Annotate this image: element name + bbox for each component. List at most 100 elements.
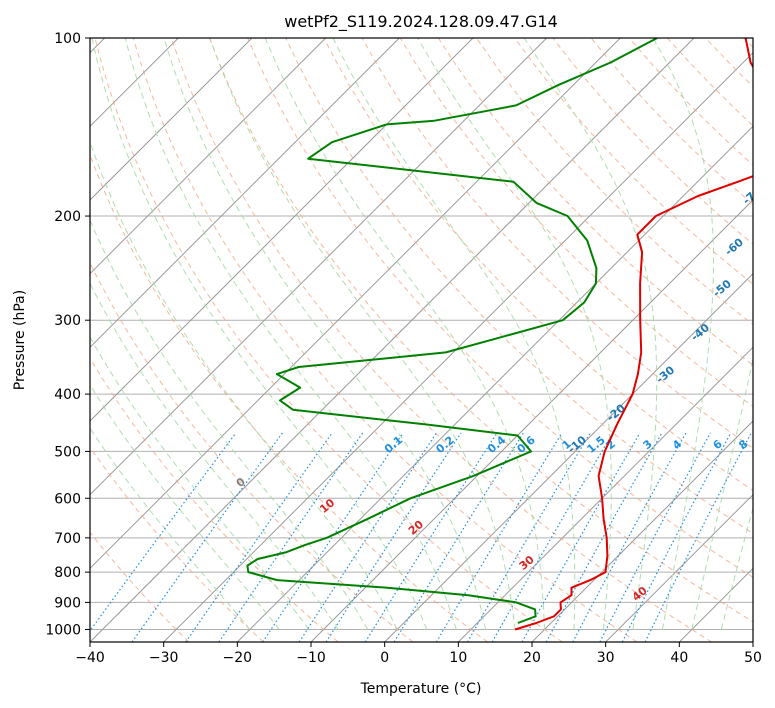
mixing-ratio-line — [262, 432, 404, 642]
moist-adiabat-label: -10 — [565, 433, 589, 456]
temperature-profile-line — [514, 38, 753, 631]
isotherm-line — [90, 38, 400, 349]
dry-adiabat-line — [247, 38, 753, 578]
x-tick-label: 10 — [449, 650, 467, 666]
x-tick-label: 0 — [380, 650, 389, 666]
plot-area: 0.10.20.40.611.52346810131620253036-100-… — [90, 38, 775, 642]
mixing-ratio-label: 4 — [670, 437, 684, 452]
dry-adiabat-line — [94, 38, 563, 642]
dry-adiabat-line — [590, 38, 753, 206]
isotherm-line — [90, 38, 327, 275]
y-axis-label: Pressure (hPa) — [12, 290, 28, 390]
x-tick-label: −10 — [296, 650, 326, 666]
x-tick-label: 30 — [597, 650, 615, 666]
y-tick-label: 800 — [54, 565, 81, 581]
moist-adiabat-line — [209, 38, 516, 630]
dry-adiabat-line — [170, 38, 712, 642]
moist-adiabat-label: -30 — [654, 363, 678, 386]
moist-adiabat-line — [90, 427, 251, 630]
dry-adiabat-line — [132, 38, 638, 642]
isotherm-line — [236, 125, 753, 642]
dry-adiabat-line — [476, 38, 753, 326]
isotherm-line — [90, 38, 548, 496]
moist-adiabat-label: -70 — [740, 185, 764, 208]
moist-adiabat-line — [90, 336, 310, 630]
moist-adiabat-label: -80 — [751, 144, 775, 167]
mixing-ratio-label: 3 — [641, 437, 655, 452]
isotherm-line — [90, 38, 621, 570]
dry-adiabat-line — [667, 38, 753, 127]
dry-adiabat-line — [209, 38, 753, 623]
isotherm-line — [531, 420, 753, 642]
mixing-ratio-line — [491, 432, 614, 642]
isotherm-line — [752, 641, 753, 642]
moist-adiabat-line — [163, 38, 487, 630]
mixing-ratio-label: 0.1 — [382, 433, 405, 455]
isotherm-line — [163, 51, 753, 642]
x-tick-label: −20 — [223, 650, 253, 666]
moist-adiabat-label: -20 — [604, 401, 628, 424]
dewpoint-profile-line — [246, 38, 658, 624]
y-tick-label: 300 — [54, 313, 81, 329]
moist-adiabat-line — [417, 38, 612, 630]
y-tick-label: 1000 — [45, 622, 81, 638]
x-tick-label: 40 — [670, 650, 688, 666]
mixing-ratio-line — [131, 432, 284, 642]
moist-adiabat-line — [90, 383, 280, 630]
moist-adiabat-label: -40 — [688, 321, 712, 344]
y-tick-label: 500 — [54, 444, 81, 460]
moist-adiabat-line — [264, 38, 545, 630]
x-tick-label: 50 — [744, 650, 762, 666]
y-tick-label: 400 — [54, 387, 81, 403]
moist-adiabat-line — [720, 506, 753, 630]
isotherm-line — [90, 38, 474, 422]
y-tick-label: 600 — [54, 491, 81, 507]
mixing-ratio-label: 6 — [711, 437, 725, 452]
isotherm-line — [310, 199, 753, 642]
mixing-ratio-label: 0.4 — [485, 433, 509, 456]
mixing-ratio-label: 8 — [736, 437, 750, 452]
dry-adiabat-line — [90, 261, 414, 642]
isotherm-line — [457, 346, 753, 642]
dry-adiabat-line — [90, 446, 264, 642]
moist-adiabat-label: -90 — [771, 95, 775, 118]
isotherm-line — [605, 493, 753, 642]
dry-adiabat-line — [90, 531, 190, 642]
dry-adiabat-line — [743, 38, 753, 49]
mixing-ratio-line — [466, 432, 591, 642]
mixing-ratio-label: 10 — [763, 435, 775, 455]
mixing-ratio-line — [393, 432, 525, 642]
x-tick-label: 20 — [523, 650, 541, 666]
isotherm-line — [384, 272, 753, 642]
mixing-ratio-line — [599, 432, 712, 642]
y-tick-label: 900 — [54, 595, 81, 611]
moist-adiabat-line — [124, 38, 457, 630]
chart-title: wetPf2_S119.2024.128.09.47.G14 — [284, 12, 558, 32]
mixing-ratio-line — [545, 432, 663, 642]
mixing-ratio-line — [621, 432, 732, 642]
x-tick-label: −40 — [75, 650, 105, 666]
plot-frame — [89, 37, 754, 643]
dry-adiabat-line — [285, 38, 753, 535]
mixing-ratio-line — [218, 432, 364, 642]
y-tick-label: 200 — [54, 209, 81, 225]
moist-adiabat-line — [332, 38, 576, 630]
dry-adiabat-line — [705, 38, 753, 88]
dry-adiabat-line — [90, 153, 488, 642]
mixing-ratio-line — [572, 432, 687, 642]
dry-adiabat-label: 30 — [517, 553, 537, 573]
y-tick-label: 100 — [54, 31, 81, 47]
x-axis-label: Temperature (°C) — [360, 681, 482, 697]
y-tick-label: 700 — [54, 531, 81, 547]
mixing-ratio-label: 0.2 — [434, 433, 457, 455]
moist-adiabat-line — [523, 38, 658, 630]
mixing-ratio-line — [364, 432, 498, 642]
moist-adiabat-line — [652, 38, 714, 630]
dry-adiabat-line — [399, 38, 753, 408]
moist-adiabat-line — [691, 356, 753, 630]
dry-adiabat-line — [514, 38, 753, 285]
axes: −40 −30 −20 −10 0 10 20 30 40 5010020030040050060… — [45, 31, 762, 666]
isotherm-line — [90, 38, 695, 642]
